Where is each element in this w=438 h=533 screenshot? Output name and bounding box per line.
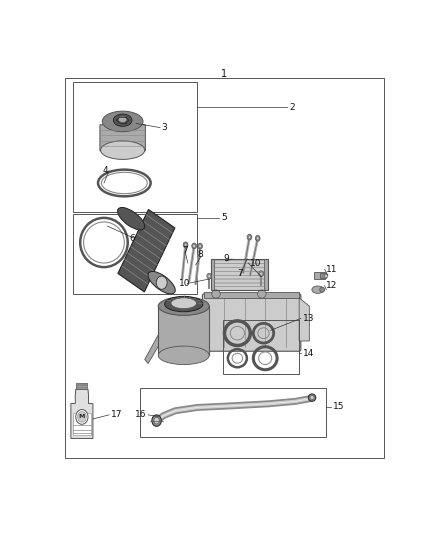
Ellipse shape [113, 114, 132, 126]
Bar [214, 267, 264, 271]
Circle shape [199, 245, 201, 248]
Text: 8: 8 [198, 251, 204, 259]
Ellipse shape [148, 271, 175, 294]
Ellipse shape [101, 141, 145, 159]
Circle shape [192, 243, 197, 249]
Polygon shape [145, 335, 165, 364]
Text: 17: 17 [111, 410, 122, 419]
Circle shape [208, 274, 211, 278]
Circle shape [76, 409, 88, 424]
Circle shape [248, 236, 251, 239]
Bar [74, 214, 197, 294]
Circle shape [198, 243, 202, 249]
Text: 2: 2 [289, 102, 295, 111]
Text: 6: 6 [130, 234, 135, 243]
Ellipse shape [171, 298, 197, 309]
Bar [320, 273, 325, 278]
Circle shape [256, 237, 259, 240]
Bar [264, 259, 268, 290]
Polygon shape [299, 298, 309, 341]
Circle shape [260, 272, 262, 276]
Circle shape [183, 242, 188, 248]
Bar [214, 286, 264, 290]
Ellipse shape [212, 290, 220, 298]
Text: 14: 14 [303, 349, 314, 358]
Ellipse shape [165, 296, 203, 312]
Circle shape [255, 236, 260, 241]
Text: 16: 16 [135, 410, 146, 419]
Text: 11: 11 [326, 265, 338, 273]
Ellipse shape [158, 346, 209, 365]
Bar [214, 275, 264, 278]
Ellipse shape [102, 111, 143, 132]
Ellipse shape [308, 394, 316, 401]
FancyBboxPatch shape [100, 125, 145, 151]
Bar [223, 320, 299, 374]
Ellipse shape [320, 287, 325, 292]
Circle shape [156, 276, 167, 289]
Ellipse shape [158, 297, 209, 316]
Bar [214, 263, 264, 267]
Ellipse shape [310, 395, 314, 400]
Polygon shape [118, 209, 175, 292]
Circle shape [184, 243, 187, 246]
Bar [74, 83, 197, 212]
Text: 9: 9 [223, 254, 229, 263]
Circle shape [207, 273, 212, 279]
Bar [324, 274, 327, 277]
Circle shape [247, 235, 252, 240]
Text: 12: 12 [326, 281, 338, 290]
Text: 10: 10 [250, 259, 261, 268]
Ellipse shape [312, 286, 324, 293]
Text: 10: 10 [179, 279, 190, 288]
FancyBboxPatch shape [202, 294, 301, 351]
Circle shape [152, 415, 161, 426]
Circle shape [259, 271, 264, 277]
Circle shape [78, 411, 86, 422]
Text: 4: 4 [102, 166, 108, 175]
Text: 1: 1 [222, 69, 227, 79]
Polygon shape [71, 389, 93, 439]
Bar [140, 388, 326, 438]
Bar [204, 292, 299, 298]
Circle shape [193, 244, 195, 247]
Ellipse shape [117, 207, 145, 230]
Text: 7: 7 [237, 269, 243, 278]
Text: 15: 15 [333, 402, 345, 411]
Bar [214, 282, 264, 286]
Bar [214, 279, 264, 282]
Text: M: M [79, 415, 85, 419]
Polygon shape [158, 306, 209, 356]
Text: 13: 13 [303, 314, 314, 323]
Bar [73, 413, 91, 435]
Text: 5: 5 [221, 213, 227, 222]
Bar [211, 259, 268, 290]
Bar [211, 259, 214, 290]
Bar [214, 260, 264, 263]
Text: 7: 7 [183, 246, 188, 255]
Ellipse shape [118, 116, 127, 123]
Bar [76, 383, 88, 389]
Bar [214, 271, 264, 274]
Text: 3: 3 [162, 123, 167, 132]
Bar [314, 272, 325, 279]
Circle shape [154, 417, 159, 424]
Ellipse shape [258, 290, 266, 298]
